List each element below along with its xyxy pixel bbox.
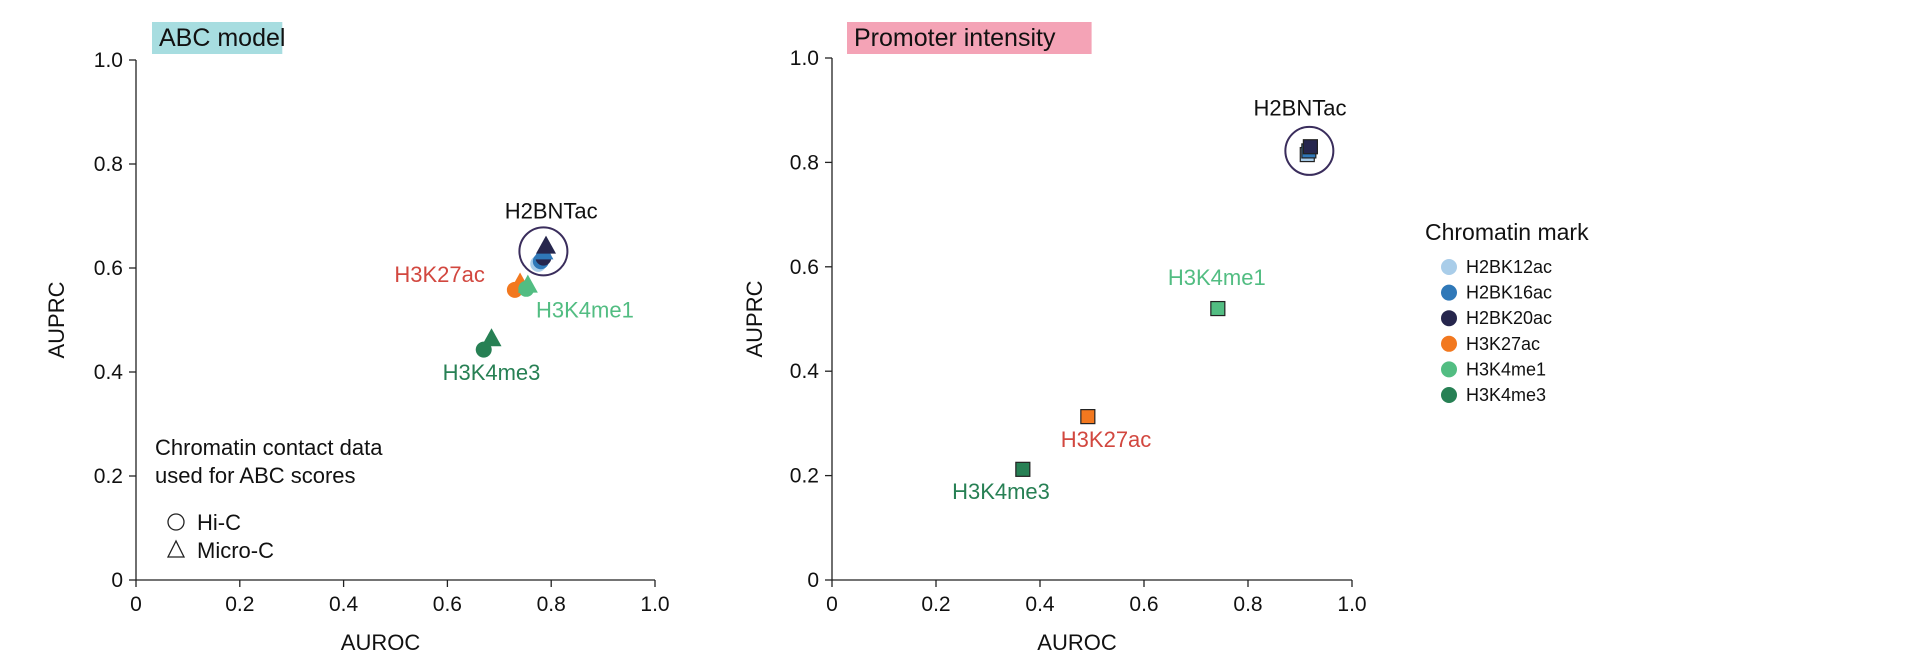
x-tick-label: 0.6 <box>1129 593 1158 616</box>
legend-swatch <box>1441 335 1457 352</box>
y-tick-label: 0 <box>111 569 123 592</box>
contact-legend-title: Chromatin contact data <box>155 435 383 460</box>
x-axis-title: AUROC <box>341 630 421 655</box>
contact-data-legend: Chromatin contact data used for ABC score… <box>155 435 383 563</box>
data-point <box>1302 139 1319 155</box>
y-tick-label: 0.6 <box>790 256 819 279</box>
x-tick-label: 0.4 <box>329 593 359 616</box>
y-tick-label: 1.0 <box>790 47 819 70</box>
panel-title-background <box>152 22 283 54</box>
chart-panel-abc: ABC model 0 0.2 0.4 0.6 0.8 1.0 0 0.2 0.4 0.6 0.8 1.… <box>44 22 670 655</box>
y-tick-label: 0.2 <box>94 465 123 488</box>
panel-title: ABC model <box>159 24 285 52</box>
legend-item-label: H2BK20ac <box>1466 308 1552 328</box>
x-tick-label: 0.4 <box>1025 593 1055 616</box>
legend-swatch <box>1441 361 1457 378</box>
point-label-h3k4me3: H3K4me3 <box>443 360 541 385</box>
data-point <box>481 328 502 347</box>
y-tick-label: 0.6 <box>94 257 123 280</box>
point-label-h2bntac: H2BNTac <box>1254 95 1347 120</box>
legend-item-label: H2BK16ac <box>1466 283 1552 303</box>
y-tick-label: 0.2 <box>790 465 819 488</box>
point-label-h3k4me1: H3K4me1 <box>1168 265 1266 290</box>
chart-panel-promoter: Promoter intensity 0 0.2 0.4 0.6 0.8 1.0 0 0.2 0.… <box>742 22 1367 655</box>
legend-item-label: H2BK12ac <box>1466 257 1552 277</box>
x-tick-label: 0 <box>130 593 142 616</box>
legend-item-label: H3K4me3 <box>1466 385 1546 405</box>
y-axis-title: AUPRC <box>742 280 767 357</box>
legend-item-label: H3K4me1 <box>1466 359 1546 379</box>
y-tick-label: 0.4 <box>790 360 820 383</box>
legend-swatch <box>1441 284 1457 301</box>
y-tick-label: 0.8 <box>94 153 123 176</box>
chromatin-mark-legend: Chromatin mark H2BK12ac H2BK16ac H2BK20ac H3… <box>1425 219 1589 405</box>
x-tick-label: 0 <box>826 593 838 616</box>
point-label-h2bntac: H2BNTac <box>505 199 598 224</box>
point-label-h3k27ac: H3K27ac <box>1061 427 1152 452</box>
x-tick-label: 1.0 <box>640 593 669 616</box>
microc-symbol-icon <box>166 539 186 558</box>
data-point <box>517 274 538 293</box>
y-tick-label: 0 <box>807 569 819 592</box>
contact-legend-item: Hi-C <box>197 510 241 535</box>
y-tick-label: 0.4 <box>94 361 124 384</box>
contact-legend-item: Micro-C <box>197 538 274 563</box>
x-tick-label: 0.2 <box>921 593 950 616</box>
x-tick-label: 0.8 <box>1233 593 1262 616</box>
y-tick-label: 0.8 <box>790 151 819 174</box>
legend-item-label: H3K27ac <box>1466 334 1540 354</box>
point-label-h3k4me1: H3K4me1 <box>536 297 634 322</box>
x-tick-label: 1.0 <box>1337 593 1366 616</box>
y-tick-label: 1.0 <box>94 49 123 72</box>
x-tick-label: 0.6 <box>433 593 462 616</box>
data-point <box>536 235 557 254</box>
data-point <box>1080 409 1096 425</box>
highlight-circle <box>1284 125 1335 176</box>
data-point <box>1015 461 1031 477</box>
x-tick-label: 0.2 <box>225 593 254 616</box>
x-axis-title: AUROC <box>1037 630 1117 655</box>
legend-title: Chromatin mark <box>1425 219 1589 245</box>
legend-swatch <box>1441 259 1457 275</box>
legend-swatch <box>1441 310 1457 327</box>
x-tick-label: 0.8 <box>537 593 566 616</box>
legend-swatch <box>1441 387 1457 403</box>
hic-symbol-icon <box>167 513 185 531</box>
highlight-circle <box>518 226 569 277</box>
data-point <box>1210 300 1226 317</box>
point-label-h3k4me3: H3K4me3 <box>952 479 1050 504</box>
panel-title: Promoter intensity <box>854 24 1056 52</box>
contact-legend-title: used for ABC scores <box>155 463 356 488</box>
panel-title-background <box>847 22 1092 54</box>
y-axis-title: AUPRC <box>44 281 69 358</box>
point-label-h3k27ac: H3K27ac <box>394 262 485 287</box>
